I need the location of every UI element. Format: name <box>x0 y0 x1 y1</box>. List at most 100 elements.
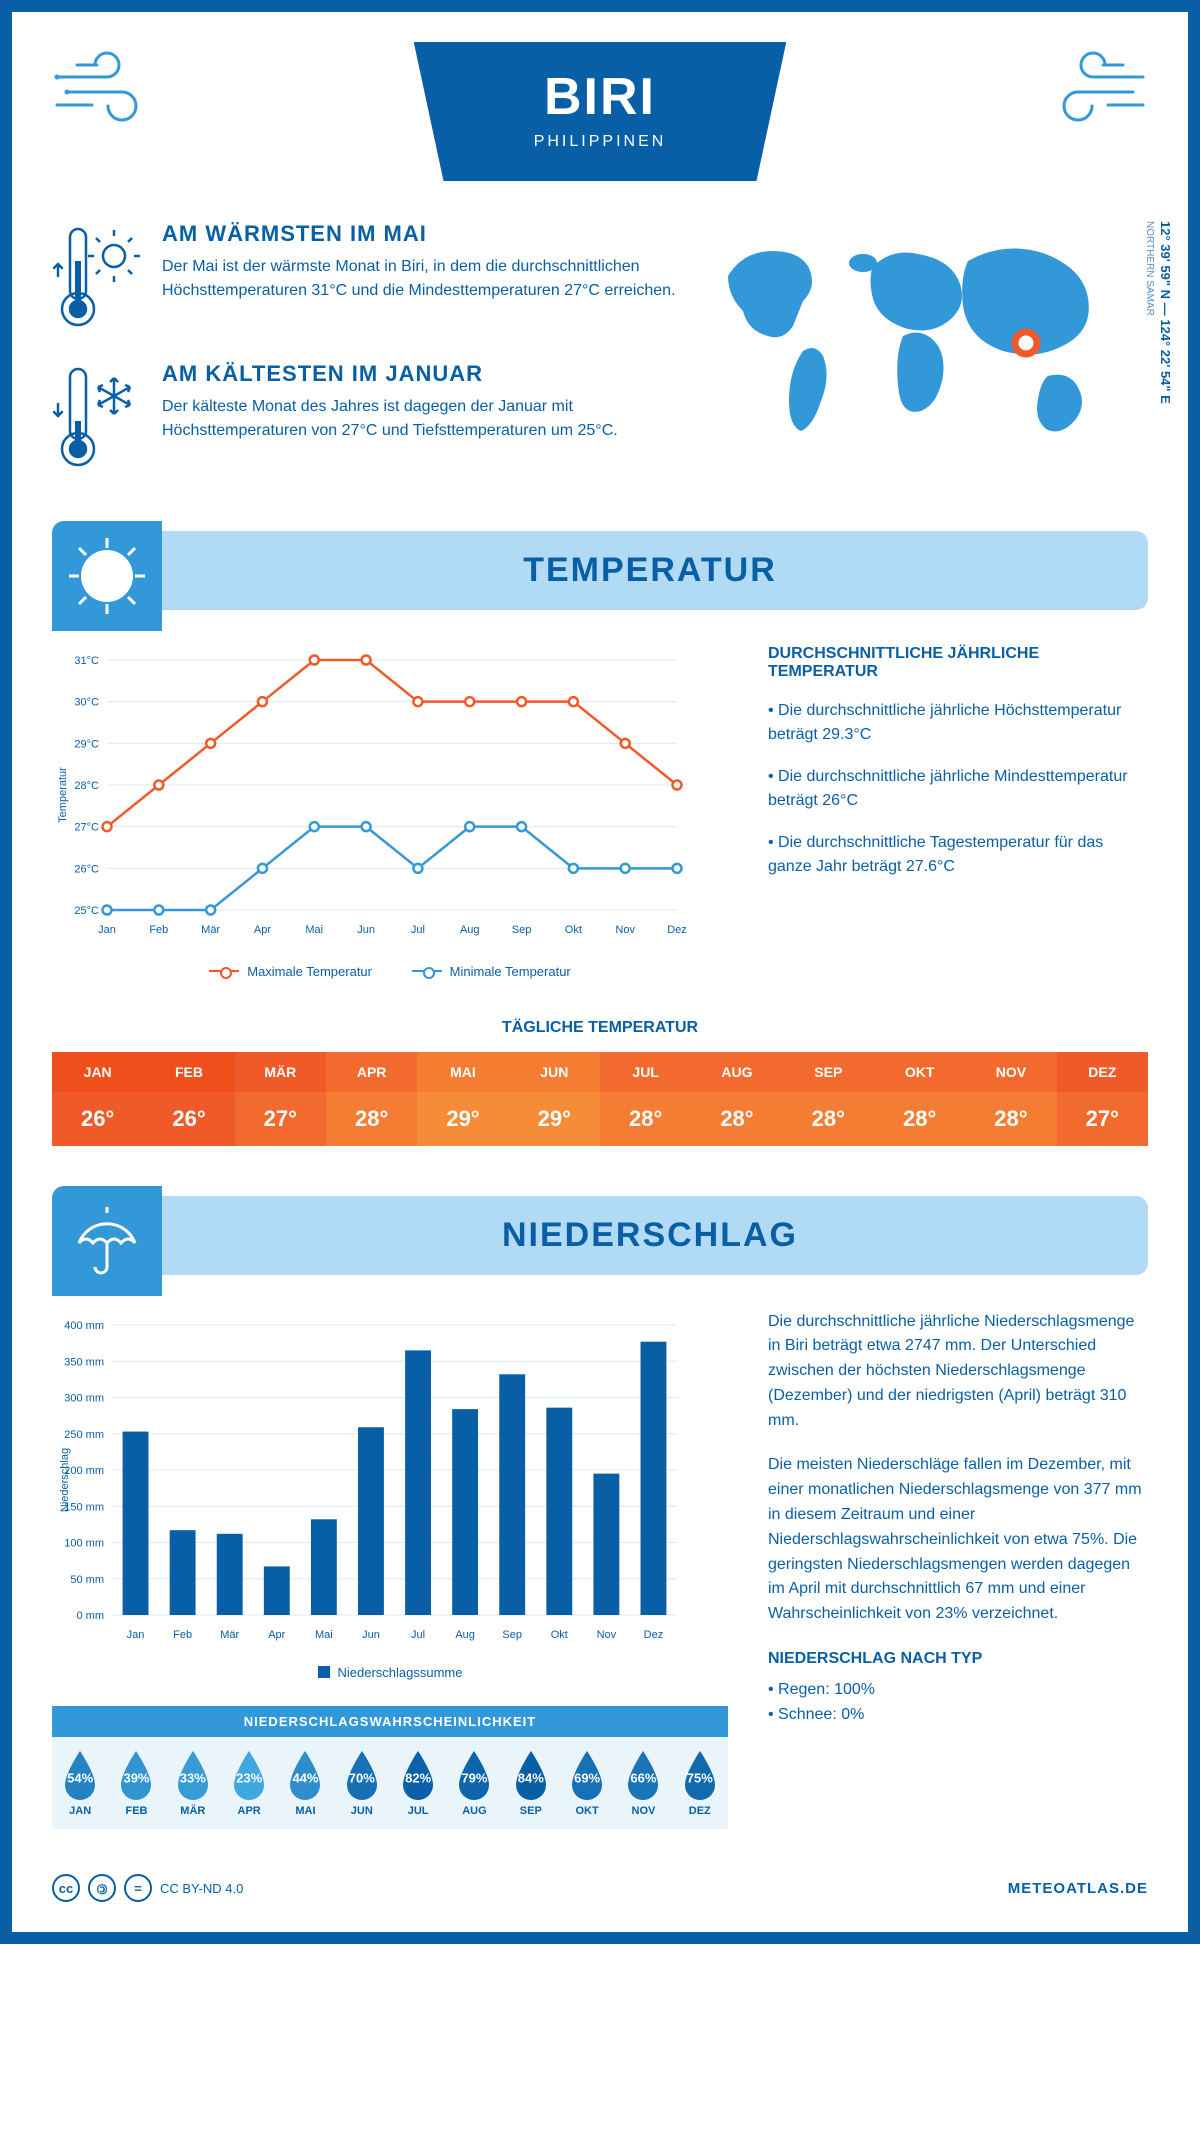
daily-month: DEZ <box>1057 1052 1148 1092</box>
precip-section-header: NIEDERSCHLAG <box>52 1196 1148 1275</box>
svg-text:26°C: 26°C <box>74 863 99 875</box>
daily-col: NOV28° <box>965 1052 1056 1146</box>
daily-month: AUG <box>691 1052 782 1092</box>
license-text: CC BY-ND 4.0 <box>160 1881 243 1896</box>
warmest-title: AM WÄRMSTEN IM MAI <box>162 221 678 247</box>
temp-legend: .legend-line[style*='f05a28']::before{bo… <box>52 960 728 979</box>
raindrop-icon: 79% <box>453 1749 495 1801</box>
warmest-text: Der Mai ist der wärmste Monat in Biri, i… <box>162 255 678 303</box>
svg-text:Jun: Jun <box>362 1629 380 1641</box>
svg-text:400 mm: 400 mm <box>64 1320 104 1332</box>
precip-para: Die meisten Niederschläge fallen im Deze… <box>768 1453 1148 1627</box>
svg-text:Jan: Jan <box>98 924 116 936</box>
svg-text:Feb: Feb <box>149 924 168 936</box>
prob-month: JUL <box>390 1805 446 1817</box>
svg-text:Mai: Mai <box>305 924 323 936</box>
daily-col: SEP28° <box>783 1052 874 1146</box>
coldest-text: Der kälteste Monat des Jahres ist dagege… <box>162 395 678 443</box>
raindrop-icon: 84% <box>510 1749 552 1801</box>
prob-month: APR <box>221 1805 277 1817</box>
svg-text:Jul: Jul <box>411 924 425 936</box>
svg-text:Nov: Nov <box>615 924 635 936</box>
svg-text:Dez: Dez <box>644 1629 664 1641</box>
daily-value: 28° <box>965 1092 1056 1146</box>
prob-item: 69%OKT <box>559 1749 615 1817</box>
raindrop-icon: 82% <box>397 1749 439 1801</box>
svg-text:29°C: 29°C <box>74 738 99 750</box>
prob-value: 23% <box>236 1770 262 1785</box>
prob-month: SEP <box>503 1805 559 1817</box>
region-label: NORTHERN SAMAR <box>1144 221 1155 316</box>
svg-text:Apr: Apr <box>254 924 271 936</box>
svg-text:350 mm: 350 mm <box>64 1356 104 1368</box>
daily-col: MAI29° <box>417 1052 508 1146</box>
intro-row: AM WÄRMSTEN IM MAI Der Mai ist der wärms… <box>52 221 1148 501</box>
coordinates: 12° 39' 59" N — 124° 22' 54" E <box>1158 221 1173 404</box>
daily-value: 28° <box>600 1092 691 1146</box>
raindrop-icon: 33% <box>172 1749 214 1801</box>
precip-summary: Die durchschnittliche jährliche Niedersc… <box>768 1310 1148 1830</box>
daily-value: 26° <box>143 1092 234 1146</box>
precip-probability-strip: NIEDERSCHLAGSWAHRSCHEINLICHKEIT 54%JAN39… <box>52 1706 728 1829</box>
prob-item: 54%JAN <box>52 1749 108 1817</box>
precip-legend-label: Niederschlagssumme <box>338 1665 463 1680</box>
svg-text:Jun: Jun <box>357 924 375 936</box>
prob-month: FEB <box>108 1805 164 1817</box>
temp-summary-title: DURCHSCHNITTLICHE JÄHRLICHE TEMPERATUR <box>768 645 1148 681</box>
warmest-fact: AM WÄRMSTEN IM MAI Der Mai ist der wärms… <box>52 221 678 331</box>
daily-value: 28° <box>326 1092 417 1146</box>
thermometer-cold-icon <box>52 361 142 471</box>
daily-month: MAI <box>417 1052 508 1092</box>
prob-item: 75%DEZ <box>672 1749 728 1817</box>
prob-item: 39%FEB <box>108 1749 164 1817</box>
daily-value: 28° <box>691 1092 782 1146</box>
daily-value: 29° <box>417 1092 508 1146</box>
cc-icon: cc <box>52 1874 80 1902</box>
temp-summary: DURCHSCHNITTLICHE JÄHRLICHE TEMPERATUR •… <box>768 645 1148 979</box>
temp-bullet: • Die durchschnittliche jährliche Höchst… <box>768 699 1148 747</box>
svg-text:25°C: 25°C <box>74 905 99 917</box>
prob-item: 23% APR <box>221 1749 277 1817</box>
precip-section-title: NIEDERSCHLAG <box>172 1216 1128 1255</box>
prob-value: 82% <box>405 1770 431 1785</box>
raindrop-icon: 70% <box>341 1749 383 1801</box>
legend-min-label: Minimale Temperatur <box>450 964 571 979</box>
daily-month: SEP <box>783 1052 874 1092</box>
daily-value: 27° <box>235 1092 326 1146</box>
svg-text:0 mm: 0 mm <box>77 1610 105 1622</box>
by-icon: 🄯 <box>88 1874 116 1902</box>
prob-month: MAI <box>277 1805 333 1817</box>
raindrop-icon: 44% <box>284 1749 326 1801</box>
prob-value: 69% <box>574 1770 600 1785</box>
site-credit: METEOATLAS.DE <box>1008 1880 1148 1897</box>
footer: cc 🄯 = CC BY-ND 4.0 METEOATLAS.DE <box>52 1849 1148 1902</box>
prob-value: 79% <box>461 1770 487 1785</box>
svg-text:28°C: 28°C <box>74 780 99 792</box>
country-subtitle: PHILIPPINEN <box>534 133 667 151</box>
umbrella-icon <box>52 1186 162 1296</box>
temp-bullet: • Die durchschnittliche jährliche Mindes… <box>768 765 1148 813</box>
daily-col: OKT28° <box>874 1052 965 1146</box>
svg-text:Jul: Jul <box>411 1629 425 1641</box>
temp-section-title: TEMPERATUR <box>172 551 1128 590</box>
prob-month: NOV <box>615 1805 671 1817</box>
header-banner: BIRI PHILIPPINEN <box>414 42 787 181</box>
svg-text:31°C: 31°C <box>74 655 99 667</box>
temp-bullet: • Die durchschnittliche Tagestemperatur … <box>768 831 1148 879</box>
prob-item: 84% SEP <box>503 1749 559 1817</box>
wind-icon <box>52 47 162 127</box>
daily-col: JAN26° <box>52 1052 143 1146</box>
precip-type-item: • Regen: 100% <box>768 1678 1148 1703</box>
daily-col: DEZ27° <box>1057 1052 1148 1146</box>
daily-month: OKT <box>874 1052 965 1092</box>
svg-text:Temperatur: Temperatur <box>57 767 69 823</box>
prob-month: AUG <box>446 1805 502 1817</box>
raindrop-icon: 66% <box>622 1749 664 1801</box>
prob-item: 82% JUL <box>390 1749 446 1817</box>
raindrop-icon: 69% <box>566 1749 608 1801</box>
svg-text:Okt: Okt <box>551 1629 568 1641</box>
coldest-fact: AM KÄLTESTEN IM JANUAR Der kälteste Mona… <box>52 361 678 471</box>
legend-max-label: Maximale Temperatur <box>247 964 372 979</box>
daily-month: NOV <box>965 1052 1056 1092</box>
daily-month: JUL <box>600 1052 691 1092</box>
